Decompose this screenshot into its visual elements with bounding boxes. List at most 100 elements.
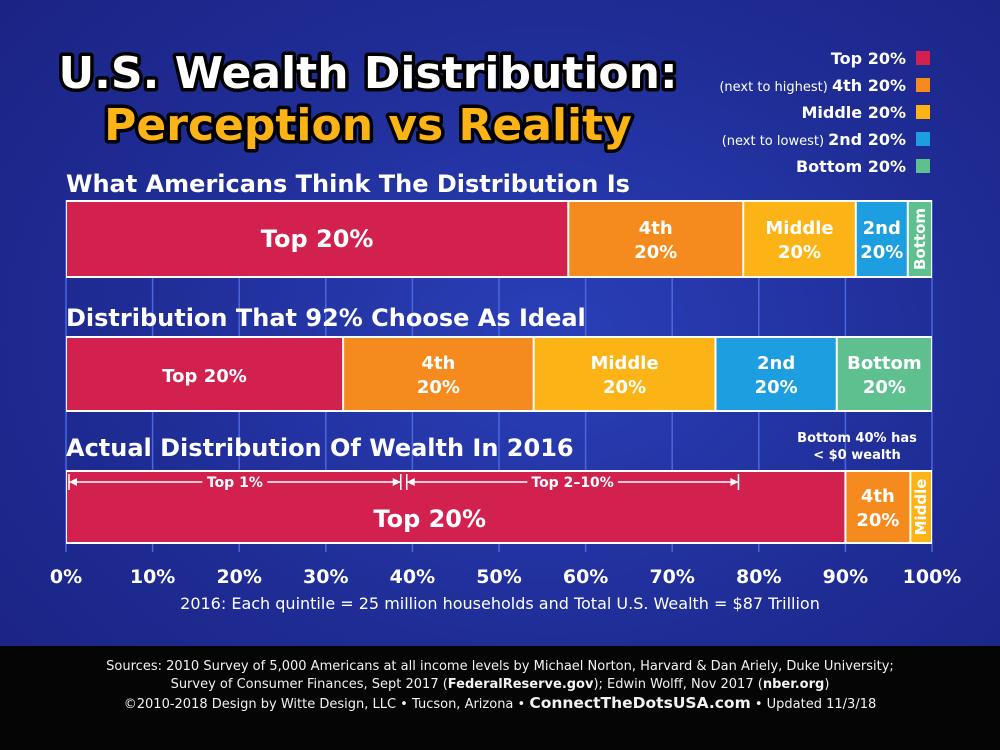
segment-label: 20% xyxy=(860,242,903,263)
legend-label: Top 20% xyxy=(831,49,906,68)
segment-label: 20% xyxy=(634,242,677,263)
x-tick-label: 40% xyxy=(390,566,435,588)
bracket: Top 1% xyxy=(68,473,402,491)
segment-label: Bottom xyxy=(847,353,921,374)
bar-row: What Americans Think The Distribution Is… xyxy=(66,170,932,278)
footer-text-c: ); Edwin Wolff, Nov 2017 ( xyxy=(593,677,763,692)
bar-segment xyxy=(856,202,907,276)
bracket-label-bg xyxy=(527,473,618,491)
legend-label: (next to highest) 4th 20% xyxy=(719,76,906,95)
bar-note: Bottom 40% has xyxy=(797,431,917,446)
x-tick-label: 100% xyxy=(903,566,962,588)
bar-segment xyxy=(846,472,910,542)
bar-segment xyxy=(744,202,855,276)
website-link[interactable]: ConnectTheDotsUSA.com xyxy=(529,694,751,712)
footer-updated-text: • Updated 11/3/18 xyxy=(750,697,877,712)
segment-label: 20% xyxy=(863,377,906,398)
footer-line-3: ©2010-2018 Design by Witte Design, LLC •… xyxy=(0,694,1000,714)
segment-label: Middle xyxy=(590,353,658,374)
footer-line-2: Survey of Consumer Finances, Sept 2017 (… xyxy=(0,676,1000,694)
x-tick-label: 70% xyxy=(649,566,694,588)
x-tick-label: 0% xyxy=(50,566,82,588)
segment-label: Middle xyxy=(765,218,833,239)
title-line-1: U.S. Wealth Distribution: xyxy=(58,48,677,99)
bar-title: Distribution That 92% Choose As Ideal xyxy=(66,304,586,332)
bracket-arrow xyxy=(730,478,739,486)
segment-label: 2nd xyxy=(863,218,901,239)
x-tick-label: 50% xyxy=(476,566,521,588)
x-tick-label: 80% xyxy=(736,566,781,588)
legend-name: Middle 20% xyxy=(801,103,906,122)
bracket: Top 2–10% xyxy=(405,473,740,491)
title-line-2: Perception vs Reality xyxy=(104,100,632,151)
bar-row: Actual Distribution Of Wealth In 2016 Top… xyxy=(66,431,932,544)
segment-label: Top 20% xyxy=(162,366,247,387)
bar-segment xyxy=(67,338,343,410)
bracket-label-bg xyxy=(202,473,268,491)
sources-footer: Sources: 2010 Survey of 5,000 Americans … xyxy=(0,646,1000,750)
bar-title: What Americans Think The Distribution Is xyxy=(66,170,630,198)
footer-text-e: ) xyxy=(824,677,830,692)
bracket-arrow xyxy=(392,478,401,486)
segment-label: Middle xyxy=(912,479,930,536)
legend-prefix: (next to lowest) xyxy=(722,134,828,149)
segment-label: 4th xyxy=(861,486,895,507)
bar-title: Actual Distribution Of Wealth In 2016 xyxy=(66,434,574,462)
bracket-label: Top 1% xyxy=(207,475,263,491)
bar-segment xyxy=(911,472,931,542)
footer-line-1: Sources: 2010 Survey of 5,000 Americans … xyxy=(0,658,1000,676)
x-axis: 0% 10% 20% 30% 40% 50% 60% 70% 80% 90% 100% 2016: E… xyxy=(50,566,961,613)
chart-title: U.S. Wealth Distribution: Perception vs … xyxy=(55,45,681,155)
segment-label: 20% xyxy=(603,377,646,398)
bar-segment xyxy=(67,472,845,542)
wealth-distribution-chart: U.S. Wealth Distribution: Perception vs … xyxy=(50,44,961,613)
legend: Top 20% (next to highest) 4th 20% Middle 2… xyxy=(719,49,930,176)
footer-text-a: Survey of Consumer Finances, Sept 2017 ( xyxy=(170,677,448,692)
segment-label: 20% xyxy=(417,377,460,398)
footer-sources-text: Sources: 2010 Survey of 5,000 Americans … xyxy=(106,659,894,674)
bar-segment xyxy=(67,202,568,276)
x-tick-label: 10% xyxy=(130,566,175,588)
bar-segment xyxy=(716,338,836,410)
legend-name: Bottom 20% xyxy=(796,157,906,176)
federal-reserve-link[interactable]: FederalReserve.gov xyxy=(447,677,594,692)
x-tick-label: 30% xyxy=(303,566,348,588)
legend-swatch xyxy=(916,78,930,92)
legend-swatch xyxy=(916,159,930,173)
legend-name: 4th 20% xyxy=(832,76,906,95)
legend-swatch xyxy=(916,105,930,119)
legend-swatch xyxy=(916,51,930,65)
legend-name: Top 20% xyxy=(831,49,906,68)
segment-label: 2nd xyxy=(757,353,795,374)
segment-label: 20% xyxy=(778,242,821,263)
segment-label: Bottom xyxy=(911,208,929,270)
legend-label: Middle 20% xyxy=(801,103,906,122)
footer-credit-text: ©2010-2018 Design by Witte Design, LLC •… xyxy=(123,697,530,712)
bracket-arrow xyxy=(406,478,415,486)
x-axis-label: 2016: Each quintile = 25 million househo… xyxy=(180,594,820,613)
legend-swatch xyxy=(916,132,930,146)
segment-label: 20% xyxy=(755,377,798,398)
x-tick-label: 60% xyxy=(563,566,608,588)
bar-segment xyxy=(569,202,743,276)
segment-label: 4th xyxy=(421,353,455,374)
segment-label: Top 20% xyxy=(373,505,486,533)
segment-label: 4th xyxy=(639,218,673,239)
x-tick-label: 20% xyxy=(216,566,261,588)
bars: What Americans Think The Distribution Is… xyxy=(66,170,932,544)
segment-label: 20% xyxy=(856,510,899,531)
nber-link[interactable]: nber.org xyxy=(762,677,825,692)
bar-segment xyxy=(908,202,931,276)
legend-name: 2nd 20% xyxy=(828,130,906,149)
bar-note: < $0 wealth xyxy=(813,448,901,463)
x-tick-label: 90% xyxy=(823,566,868,588)
bar-segment xyxy=(837,338,931,410)
bracket-arrow xyxy=(69,478,77,486)
segment-label: Top 20% xyxy=(261,225,374,253)
legend-prefix: (next to highest) xyxy=(719,80,832,95)
bar-row: Distribution That 92% Choose As Ideal Top… xyxy=(66,304,932,412)
legend-label: Bottom 20% xyxy=(796,157,906,176)
bar-segment xyxy=(344,338,533,410)
bracket-label: Top 2–10% xyxy=(531,475,613,491)
bar-segment xyxy=(534,338,715,410)
